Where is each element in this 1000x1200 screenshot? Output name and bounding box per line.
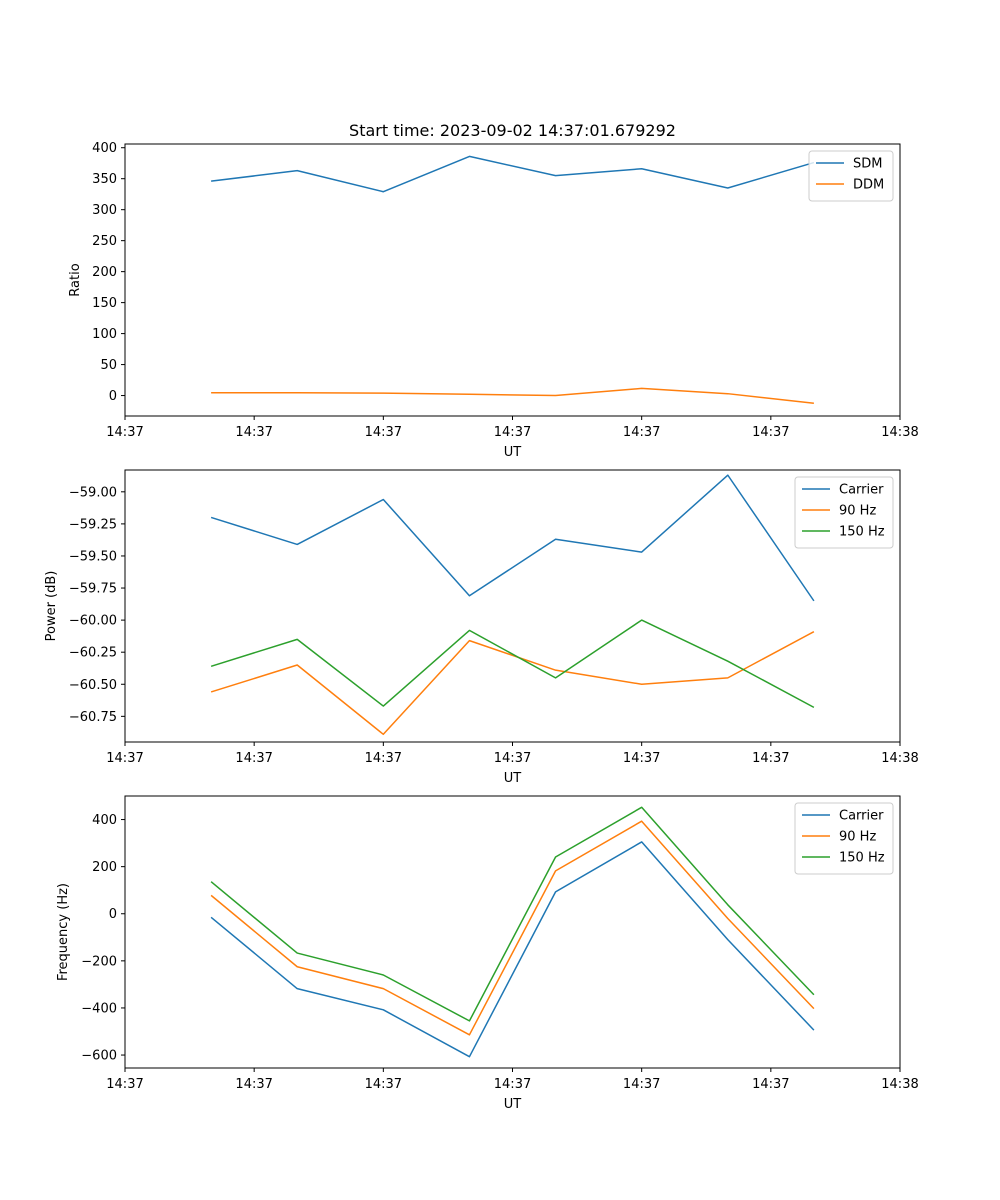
chart-2-y-tick-label: −60.25 xyxy=(69,646,117,661)
chart-2-x-tick-label: 14:37 xyxy=(106,751,143,766)
chart-1-y-tick-label: 400 xyxy=(92,141,117,156)
chart-2-series-150-hz-line xyxy=(210,619,815,709)
chart-1-x-tick-label: 14:37 xyxy=(494,425,531,440)
chart-3-y-tick-label: 400 xyxy=(92,813,117,828)
chart-3-y-tick-label: −400 xyxy=(81,1001,117,1016)
chart-2-y-tick-label: −59.00 xyxy=(69,485,117,500)
chart-3-x-axis-label: UT xyxy=(504,1097,522,1112)
chart-1-x-axis-label: UT xyxy=(504,445,522,460)
chart-1-x-tick-label: 14:37 xyxy=(365,425,402,440)
chart-3-legend-label: 90 Hz xyxy=(839,830,876,845)
chart-3-series-150-hz-line xyxy=(210,806,815,1022)
chart-1-x-tick-label: 14:37 xyxy=(106,425,143,440)
chart-3-x-tick-label: 14:37 xyxy=(752,1077,789,1092)
chart-1-y-tick-label: 300 xyxy=(92,203,117,218)
chart-3-y-tick-label: −600 xyxy=(81,1049,117,1064)
chart-3-x-tick-label: 14:37 xyxy=(494,1077,531,1092)
chart-2-axes-frame xyxy=(124,469,901,743)
chart-2-series-90-hz-line xyxy=(210,630,815,736)
chart-1: Start time: 2023-09-02 14:37:01.679292 14… xyxy=(68,121,919,460)
chart-2-x-tick-label: 14:37 xyxy=(752,751,789,766)
chart-2-legend-label: Carrier xyxy=(839,483,884,498)
chart-2-x-tick-label: 14:37 xyxy=(365,751,402,766)
chart-3-legend-label: Carrier xyxy=(839,809,884,824)
chart-1-y-tick-label: 250 xyxy=(92,234,117,249)
chart-3-y-tick-label: 0 xyxy=(109,907,117,922)
chart-1-y-tick-label: 50 xyxy=(100,358,117,373)
chart-3-legend-label: 150 Hz xyxy=(839,851,885,866)
chart-1-x-tick-label: 14:38 xyxy=(881,425,918,440)
chart-2-y-tick-label: −60.50 xyxy=(69,678,117,693)
chart-3: 14:37 14:37 14:37 14:37 14:37 14:37 14:38 400 20… xyxy=(56,795,919,1112)
chart-1-legend-label: DDM xyxy=(853,178,884,193)
chart-2-x-tick-label: 14:38 xyxy=(881,751,918,766)
chart-3-series-90-hz-line xyxy=(210,820,815,1036)
chart-2-legend-label: 90 Hz xyxy=(839,504,876,519)
chart-3-y-tick-label: 200 xyxy=(92,860,117,875)
chart-1-x-tick-label: 14:37 xyxy=(235,425,272,440)
chart-1-series-ddm-line xyxy=(211,387,814,405)
chart-1-axes-frame xyxy=(124,143,901,417)
chart-1-x-tick-label: 14:37 xyxy=(623,425,660,440)
chart-2-x-axis-label: UT xyxy=(504,771,522,786)
chart-2-y-tick-label: −60.00 xyxy=(69,614,117,629)
chart-2-series-carrier-line xyxy=(210,474,815,602)
chart-1-y-tick-label: 0 xyxy=(109,389,117,404)
chart-1-y-tick-label: 100 xyxy=(92,327,117,342)
chart-1-series-sdm-line xyxy=(211,155,815,193)
chart-3-series-carrier-line xyxy=(210,841,815,1058)
chart-1-x-tick-label: 14:37 xyxy=(752,425,789,440)
chart-3-y-axis-label: Frequency (Hz) xyxy=(56,883,71,981)
chart-3-axes-frame xyxy=(124,795,901,1069)
chart-1-y-tick-label: 350 xyxy=(92,172,117,187)
chart-2-x-tick-label: 14:37 xyxy=(494,751,531,766)
chart-2-y-axis-label: Power (dB) xyxy=(44,571,59,642)
chart-3-x-tick-label: 14:37 xyxy=(235,1077,272,1092)
chart-1-y-tick-label: 150 xyxy=(92,296,117,311)
chart-1-y-tick-label: 200 xyxy=(92,265,117,280)
chart-2-legend-label: 150 Hz xyxy=(839,525,885,540)
chart-2-y-tick-label: −59.50 xyxy=(69,549,117,564)
chart-3-x-tick-label: 14:37 xyxy=(106,1077,143,1092)
chart-3-x-tick-label: 14:38 xyxy=(881,1077,918,1092)
chart-2-x-tick-label: 14:37 xyxy=(235,751,272,766)
chart-1-legend-label: SDM xyxy=(853,157,882,172)
chart-2-y-tick-label: −59.25 xyxy=(69,517,117,532)
chart-2-y-tick-label: −60.75 xyxy=(69,710,117,725)
chart-1-title: Start time: 2023-09-02 14:37:01.679292 xyxy=(349,121,676,140)
chart-1-y-axis-label: Ratio xyxy=(68,263,83,296)
chart-2-x-tick-label: 14:37 xyxy=(623,751,660,766)
chart-3-x-tick-label: 14:37 xyxy=(623,1077,660,1092)
chart-3-y-tick-label: −200 xyxy=(81,954,117,969)
chart-2-y-tick-label: −59.75 xyxy=(69,582,117,597)
chart-3-x-tick-label: 14:37 xyxy=(365,1077,402,1092)
chart-2: 14:37 14:37 14:37 14:37 14:37 14:37 14:38 −59.0… xyxy=(44,469,919,786)
